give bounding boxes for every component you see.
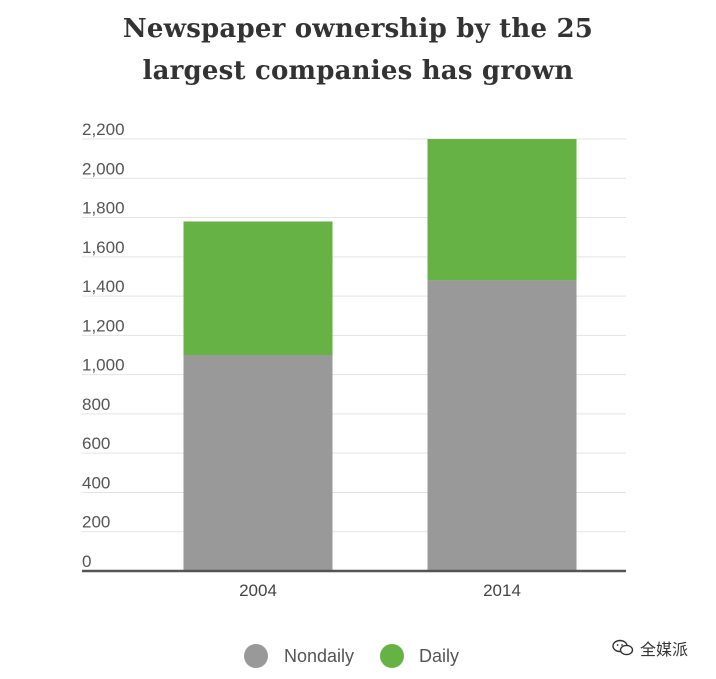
y-tick-label: 0 [82, 552, 91, 571]
wechat-icon [612, 639, 634, 657]
bar-nondaily-2014 [427, 280, 577, 571]
x-axis-tick-labels: 2004 2014 [239, 581, 521, 600]
bar-nondaily-2004 [183, 355, 333, 571]
y-tick-label: 1,600 [82, 238, 125, 257]
legend-swatch-daily [380, 644, 404, 668]
bar-daily-2014 [427, 139, 577, 281]
y-tick-label: 1,000 [82, 356, 125, 375]
y-tick-label: 400 [82, 473, 110, 492]
x-tick-label: 2014 [483, 581, 521, 600]
legend-label-daily: Daily [419, 646, 459, 666]
chart-title: Newspaper ownership by the 25 largest co… [0, 8, 716, 92]
y-tick-label: 600 [82, 434, 110, 453]
chart-title-line-2: largest companies has grown [142, 56, 574, 86]
bars [183, 139, 577, 571]
legend: Nondaily Daily [244, 644, 459, 668]
watermark: 全媒派 [612, 636, 688, 660]
y-tick-label: 2,200 [82, 120, 125, 139]
y-tick-label: 1,800 [82, 199, 125, 218]
bar-daily-2004 [183, 221, 333, 355]
chart-title-line-1: Newspaper ownership by the 25 [122, 14, 594, 44]
x-tick-label: 2004 [239, 581, 277, 600]
watermark-text: 全媒派 [640, 640, 689, 659]
y-tick-label: 2,000 [82, 159, 125, 178]
y-axis-tick-labels: 0 200 400 600 800 1,000 1,200 1,400 1,600 1,800 2,… [82, 120, 125, 571]
y-tick-label: 200 [82, 513, 110, 532]
y-tick-label: 800 [82, 395, 110, 414]
legend-swatch-nondaily [244, 644, 268, 668]
y-tick-label: 1,400 [82, 277, 125, 296]
y-tick-label: 1,200 [82, 316, 125, 335]
legend-label-nondaily: Nondaily [284, 646, 354, 666]
